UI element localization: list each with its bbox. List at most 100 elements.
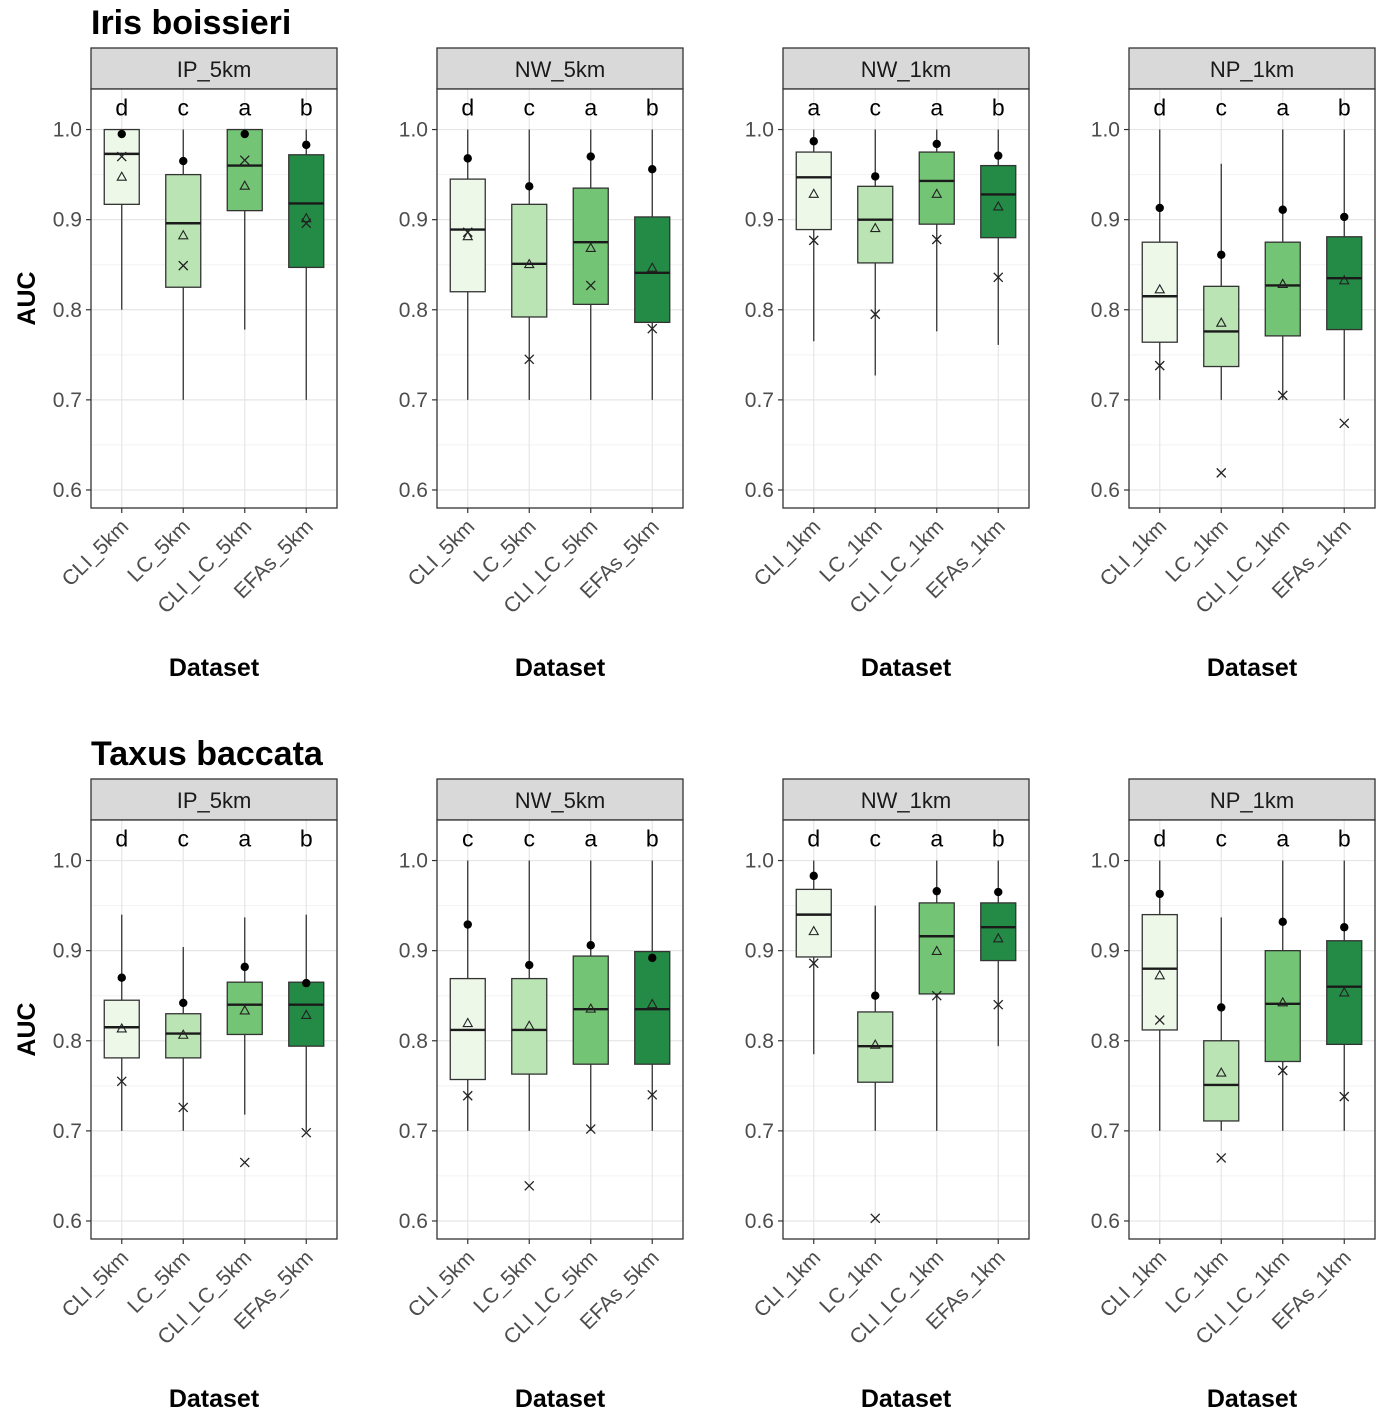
significance-letter: d [1153,826,1166,852]
facet-strip-label: NW_1km [861,57,951,82]
significance-letter: a [807,95,820,121]
y-tick-label: 0.8 [53,1030,82,1053]
y-tick-label: 1.0 [53,119,82,142]
box [165,1013,202,1059]
dot-marker [586,941,595,950]
y-tick-label: 0.7 [53,1120,82,1143]
dot-marker [809,871,818,881]
panel-border [782,88,1030,509]
box [103,128,140,205]
triangle-marker [116,1022,128,1033]
significance-letter: a [930,826,943,852]
cross-marker [931,234,942,245]
box-group [165,129,202,400]
significance-letter: a [584,826,597,852]
dot-marker [240,129,249,139]
triangle-marker [869,1039,881,1049]
triangle-marker [300,212,312,223]
box-group [634,860,671,1131]
dot-marker [648,164,657,174]
cross-marker [870,1213,881,1224]
triangle-marker [1215,1066,1227,1077]
facet-strip-label: IP_5km [177,788,252,813]
significance-letter: c [870,95,882,121]
box [449,178,486,293]
cross-marker [301,218,312,229]
triangle-marker [523,1020,535,1030]
box [1141,913,1178,1031]
y-tick-label: 0.6 [53,1210,82,1233]
y-tick-label: 0.7 [745,389,774,412]
significance-letter: c [524,826,536,852]
significance-letter: a [1276,826,1289,852]
significance-letter: d [461,95,474,121]
dot-marker [1278,917,1287,927]
y-tick-label: 1.0 [1091,119,1120,142]
significance-letter: b [992,95,1005,121]
y-tick-label: 0.7 [1091,389,1120,412]
box-group [1141,860,1178,1131]
dot-marker [586,152,595,161]
panel-border [1128,819,1376,1240]
x-axis-title: Dataset [1207,1385,1298,1412]
significance-letter: d [807,826,820,852]
y-tick-label: 1.0 [745,850,774,873]
significance-letter: b [300,826,313,852]
triangle-marker [808,188,820,198]
x-tick-label: CLI_1km [1096,1246,1172,1322]
box [511,977,548,1075]
cross-marker [116,1076,127,1087]
dot-marker [871,991,880,1000]
significance-letter: b [992,826,1005,852]
significance-letter: c [178,826,190,852]
box [226,128,263,212]
y-tick-label: 0.8 [1091,299,1120,322]
y-tick-label: 0.9 [53,209,82,232]
box-group [288,129,325,400]
dot-marker [994,151,1003,160]
y-tick-label: 0.9 [1091,940,1120,963]
box-group [511,860,548,1191]
cross-marker [808,958,819,969]
dot-marker [117,129,126,139]
significance-letter: b [646,826,659,852]
significance-letter: b [300,95,313,121]
box [1203,1040,1240,1122]
box-group [1326,860,1363,1131]
x-axis-title: Dataset [861,654,952,682]
panel-border [436,819,684,1240]
cross-marker [808,235,819,246]
triangle-marker [931,945,943,956]
y-tick-label: 1.0 [399,850,428,873]
box [795,888,832,958]
triangle-marker [462,1017,474,1028]
triangle-marker [585,242,597,252]
triangle-marker [177,229,189,240]
significance-letter: c [524,95,536,121]
y-tick-label: 0.6 [53,479,82,502]
triangle-marker [177,1029,189,1039]
box-group [1264,129,1301,401]
box-group [226,917,263,1168]
facet-strip [782,47,1030,90]
triangle-marker [808,925,820,936]
x-tick-label: CLI_5km [404,1246,480,1322]
cross-marker [647,323,658,334]
facet-strip-label: NP_1km [1210,788,1294,813]
y-tick-label: 0.8 [399,299,428,322]
box [634,216,671,324]
x-axis-title: Dataset [169,654,260,682]
significance-letter: c [870,826,882,852]
triangle-marker [1215,317,1227,327]
cross-marker [585,1124,596,1135]
y-tick-label: 0.9 [399,209,428,232]
significance-letter: a [584,95,597,121]
box-group [449,860,486,1131]
significance-letter: b [646,95,659,121]
facet-strip-label: NP_1km [1210,57,1294,82]
significance-letter: c [462,826,474,852]
x-axis-title: Dataset [515,654,606,682]
cross-marker [931,990,942,1001]
